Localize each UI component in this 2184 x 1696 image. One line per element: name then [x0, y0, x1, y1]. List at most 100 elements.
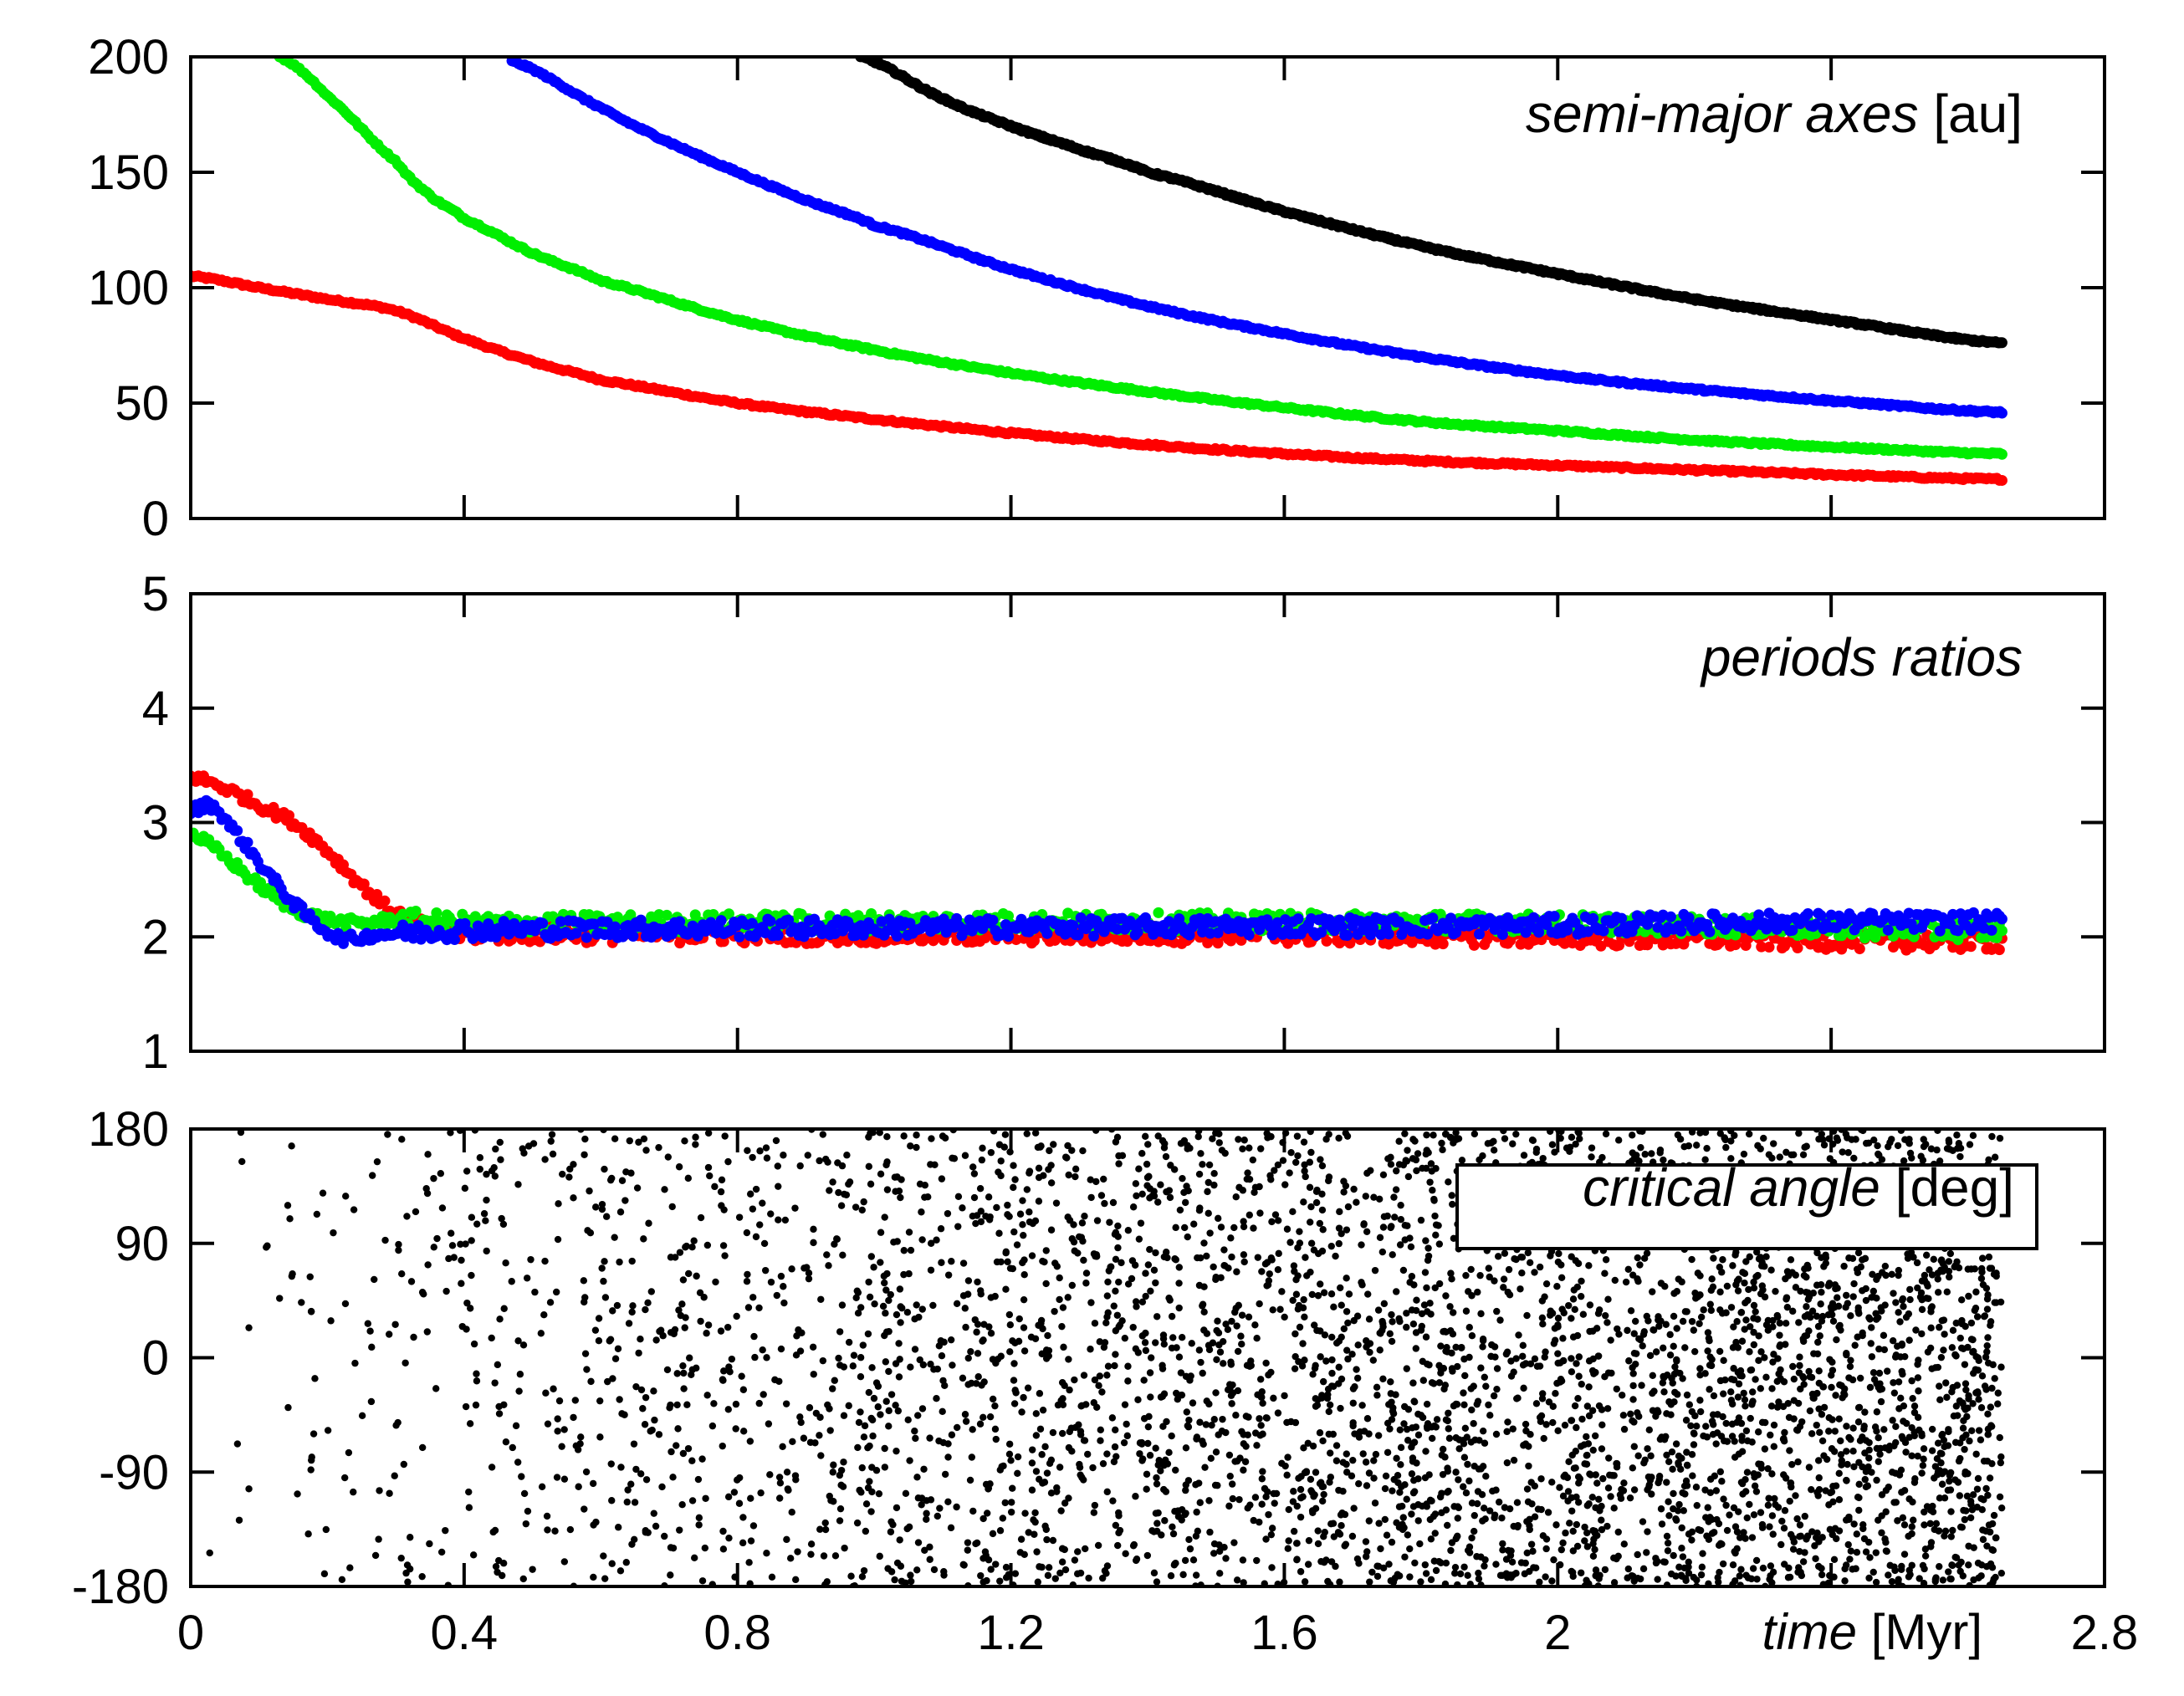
plot-frame: [189, 55, 2106, 520]
data-point: [674, 916, 686, 927]
y-tick-label: 150: [88, 146, 169, 200]
data-point: [1675, 925, 1687, 937]
data-point: [1067, 920, 1079, 932]
data-point: [371, 889, 383, 901]
y-tick-label: 1: [142, 1024, 169, 1079]
data-point: [1952, 925, 1964, 937]
data-point: [1292, 913, 1304, 925]
data-point: [1996, 448, 2008, 460]
panel-label: semi-major axes [au]: [1526, 84, 2023, 144]
y-tick-label: 3: [142, 796, 169, 851]
data-point: [1368, 922, 1379, 933]
data-point: [1588, 912, 1599, 924]
data-point: [826, 1427, 834, 1434]
data-point: [1908, 931, 1920, 943]
data-point: [537, 917, 549, 929]
data-point: [242, 789, 253, 800]
data-point: [1003, 931, 1015, 943]
data-point: [1704, 926, 1716, 937]
data-point: [1965, 941, 1977, 953]
data-point: [1996, 337, 2008, 349]
data-point: [1533, 927, 1545, 938]
data-point: [1756, 941, 1767, 953]
data-point: [431, 907, 442, 918]
data-point: [242, 836, 253, 848]
data-point: [255, 876, 267, 888]
series-2: [191, 794, 2008, 949]
data-point: [1763, 942, 1775, 953]
data-point: [1993, 944, 2005, 956]
panel-label: periods ratios: [1700, 627, 2023, 687]
data-point: [661, 909, 673, 921]
data-point: [1445, 912, 1457, 924]
y-tick-label: 200: [88, 30, 169, 84]
data-point: [1205, 927, 1216, 939]
data-point: [1041, 927, 1053, 939]
data-point: [627, 931, 639, 943]
data-point: [1332, 1457, 1341, 1464]
data-point: [1730, 939, 1742, 951]
data-point: [1528, 912, 1540, 923]
data-point: [1947, 908, 1959, 920]
series-0: [191, 270, 2008, 486]
data-point: [410, 905, 422, 917]
data-point: [1616, 912, 1628, 924]
data-point: [938, 913, 949, 925]
data-point: [232, 825, 243, 836]
y-tick-label: 50: [115, 376, 169, 431]
y-tick-label: 5: [142, 567, 169, 621]
data-point: [987, 914, 999, 926]
series-2: [506, 57, 2008, 419]
y-tick-label: 4: [142, 682, 169, 736]
data-point: [609, 921, 621, 932]
data-point: [734, 931, 745, 943]
panel-periods-ratios: 1 2 3 4 5 periods ratios: [142, 567, 2106, 1079]
data-point: [746, 917, 758, 929]
data-point: [1598, 925, 1609, 937]
data-point: [1243, 929, 1255, 941]
data-point: [284, 810, 295, 821]
data-point: [765, 916, 776, 927]
data-point: [379, 895, 391, 907]
data-point: [1088, 930, 1100, 942]
series-layer: [191, 57, 2008, 486]
data-point: [449, 934, 461, 946]
data-point: [1752, 1556, 1761, 1565]
data-point: [1690, 1441, 1698, 1448]
y-tick-label: 2: [142, 910, 169, 964]
data-point: [1450, 927, 1462, 938]
y-tick-label: 100: [88, 261, 169, 315]
data-point: [723, 908, 734, 920]
data-point: [892, 931, 903, 943]
data-point: [1111, 923, 1123, 935]
data-point: [1212, 927, 1224, 938]
data-point: [715, 915, 727, 927]
data-point: [1474, 928, 1486, 940]
plot-frame: [189, 592, 2106, 1053]
data-point: [1321, 935, 1332, 947]
data-point: [1427, 912, 1439, 924]
data-point: [1422, 928, 1434, 940]
data-point: [1548, 911, 1560, 922]
data-point: [1075, 912, 1087, 923]
data-point: [1996, 407, 2008, 419]
data-point: [1652, 922, 1664, 933]
data-point: [1437, 938, 1449, 950]
data-point: [1815, 910, 1827, 922]
data-point: [1854, 943, 1865, 955]
data-point: [1337, 921, 1348, 932]
data-point: [1753, 909, 1765, 921]
data-point: [1354, 915, 1366, 927]
data-point: [1996, 474, 2008, 486]
data-point: [601, 916, 613, 927]
data-point: [581, 932, 592, 943]
series-3: [855, 57, 2008, 349]
data-point: [1342, 930, 1353, 942]
data-point: [1665, 911, 1676, 922]
data-point: [358, 878, 370, 890]
data-point: [1996, 925, 2008, 937]
data-point: [1072, 929, 1084, 941]
